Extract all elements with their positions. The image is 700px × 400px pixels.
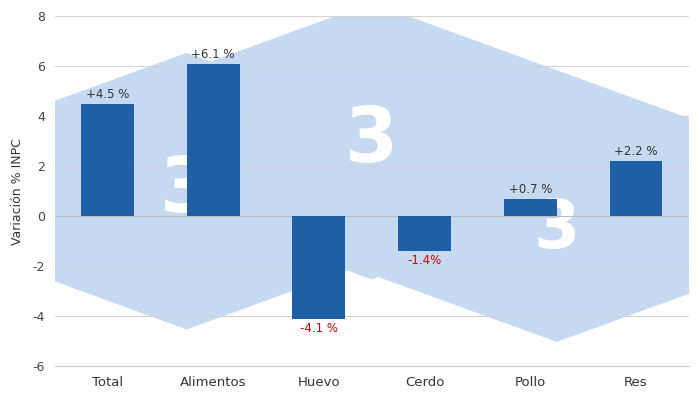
Bar [398,216,451,251]
Text: +6.1 %: +6.1 % [191,48,235,61]
Text: +0.7 %: +0.7 % [509,183,552,196]
Polygon shape [0,54,565,329]
Bar [187,64,239,216]
Bar [293,216,345,319]
Polygon shape [0,4,700,279]
Bar [610,161,662,216]
Text: -4.1 %: -4.1 % [300,322,338,335]
Text: 3: 3 [160,154,214,228]
Bar [504,199,556,216]
Text: 3: 3 [533,196,580,262]
Bar [81,104,134,216]
Text: 3: 3 [345,104,398,178]
Y-axis label: Variación % INPC: Variación % INPC [11,138,24,244]
Text: +4.5 %: +4.5 % [85,88,129,101]
Text: +2.2 %: +2.2 % [615,145,658,158]
Text: -1.4%: -1.4% [407,254,442,267]
Polygon shape [248,116,700,341]
